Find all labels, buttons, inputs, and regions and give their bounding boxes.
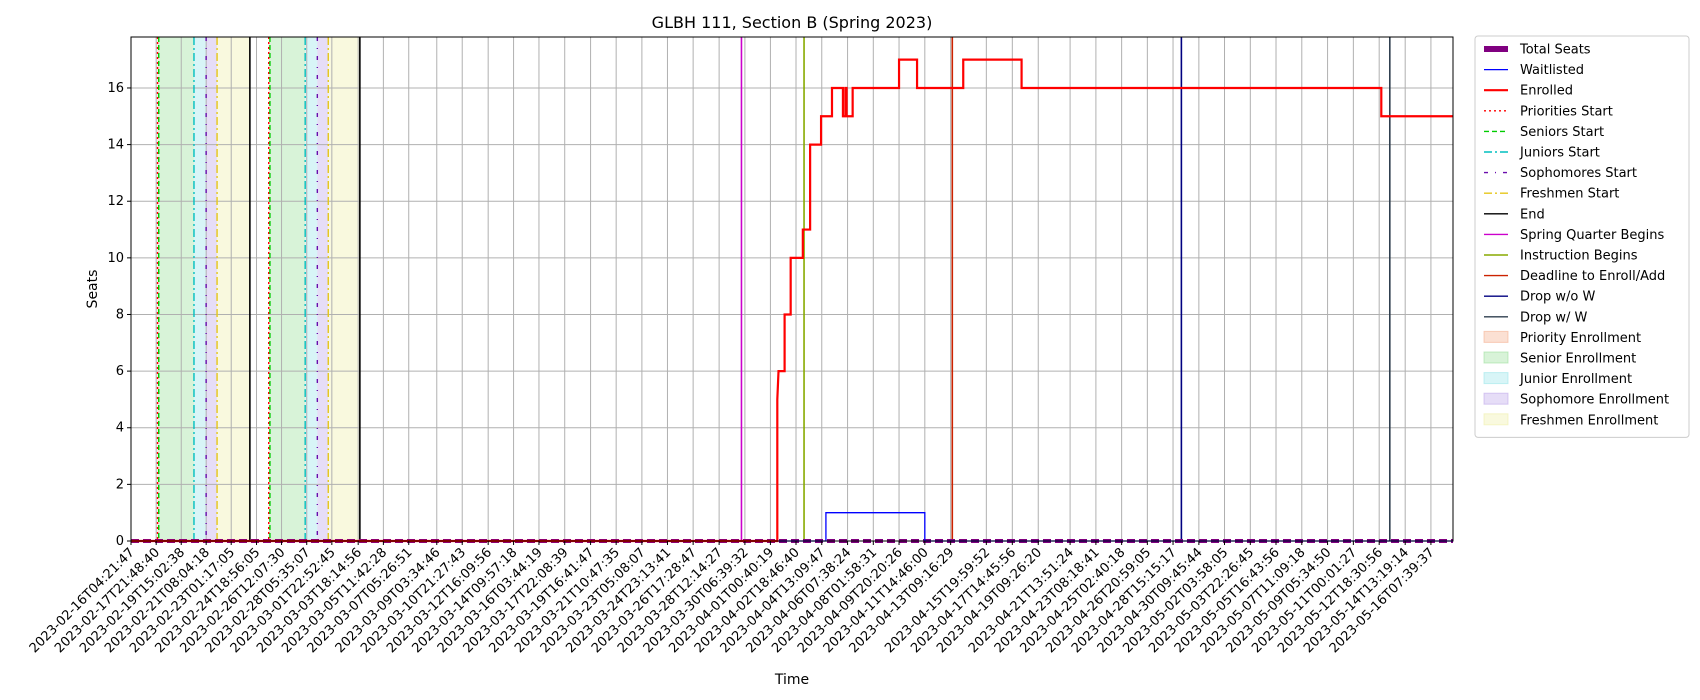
span-senior-enrollment [158, 37, 194, 541]
y-tick-label: 2 [116, 477, 124, 492]
legend-entry-label: Instruction Begins [1520, 249, 1638, 264]
y-tick-label: 14 [107, 138, 124, 153]
span-sophomore-enrollment [206, 37, 218, 541]
legend-entry-label: Drop w/ W [1520, 310, 1588, 325]
legend-entry-label: Senior Enrollment [1520, 352, 1636, 367]
span-freshmen-enrollment [328, 37, 360, 541]
legend-entry-label: Junior Enrollment [1519, 372, 1632, 387]
legend-entry-label: Deadline to Enroll/Add [1520, 269, 1665, 284]
enrollment-spans [157, 37, 360, 541]
y-tick-label: 16 [107, 81, 124, 96]
span-junior-enrollment [305, 37, 318, 541]
legend-swatch [1483, 413, 1509, 426]
legend: Total Seats Waitlisted Enrolled Priorities … [1474, 35, 1690, 438]
milestone-lines [156, 37, 1391, 541]
y-tick-label: 10 [107, 251, 124, 266]
legend-entry-label: Spring Quarter Begins [1520, 228, 1664, 243]
legend-entry-label: Priorities Start [1520, 104, 1613, 119]
legend-entry-label: Seniors Start [1520, 125, 1604, 140]
legend-entry-label: Freshmen Start [1520, 187, 1619, 202]
series-enrolled [131, 58, 1453, 543]
y-tick-label: 4 [116, 421, 124, 436]
legend-entry-label: Freshmen Enrollment [1520, 413, 1658, 428]
legend-swatch [1483, 330, 1509, 343]
span-freshmen-enrollment [217, 37, 250, 541]
legend-entry-label: End [1520, 207, 1545, 222]
legend-swatch [1483, 392, 1509, 405]
legend-entry-label: Sophomores Start [1520, 166, 1637, 181]
x-axis-ticks: 2023-02-16T04:21:472023-02-17T21:48:4020… [27, 541, 1438, 656]
legend-entry-label: Sophomore Enrollment [1520, 393, 1669, 408]
span-sophomore-enrollment [317, 37, 329, 541]
plot-frame [130, 36, 1454, 542]
legend-entry-label: Total Seats [1519, 43, 1591, 58]
legend-entry-label: Waitlisted [1520, 63, 1584, 78]
legend-entry-label: Drop w/o W [1520, 290, 1596, 305]
legend-swatch [1483, 372, 1509, 385]
legend-entry-label: Priority Enrollment [1520, 331, 1641, 346]
chart-title: GLBH 111, Section B (Spring 2023) [652, 13, 933, 32]
y-axis-label: Seats [85, 270, 101, 309]
y-axis-ticks: 0 2 4 6 8 10 12 14 16 [107, 81, 131, 549]
span-junior-enrollment [193, 37, 207, 541]
legend-entry-label: Enrolled [1520, 84, 1573, 99]
legend-box [1474, 35, 1690, 438]
y-tick-label: 8 [116, 307, 124, 322]
legend-swatch [1483, 351, 1509, 364]
y-tick-label: 12 [107, 194, 124, 209]
x-axis-label: Time [774, 672, 809, 688]
y-tick-label: 0 [116, 534, 124, 549]
y-tick-label: 6 [116, 364, 124, 379]
legend-entry-label: Juniors Start [1519, 146, 1600, 161]
span-senior-enrollment [269, 37, 306, 541]
